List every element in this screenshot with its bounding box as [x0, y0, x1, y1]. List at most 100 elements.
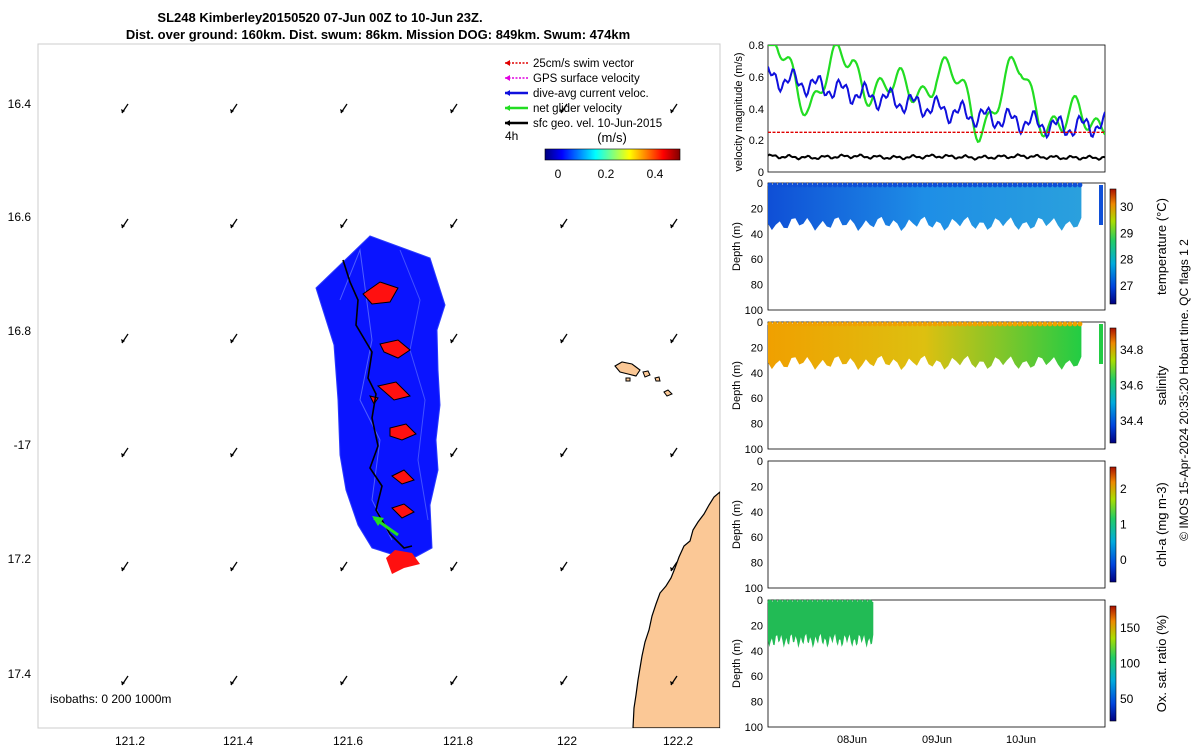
swim-vector-cluster	[386, 550, 420, 574]
colorbar-label: temperature (°C)	[1154, 198, 1169, 295]
profile-dot	[792, 599, 798, 605]
profile-dot	[827, 321, 833, 327]
profile-dot	[1037, 321, 1043, 327]
geostrophic-arrow	[670, 333, 678, 344]
profile-dot	[797, 182, 803, 188]
salinity-panel: 0 20 40 60 80 100 Depth (m) 34.4 34.6 34.8 salinit…	[731, 317, 1169, 456]
profile-dot	[867, 321, 873, 327]
chla-axes	[767, 460, 1106, 589]
colorbar-label: Ox. sat. ratio (%)	[1154, 615, 1169, 713]
isobaths-label: isobaths: 0 200 1000m	[50, 692, 171, 706]
map-legend: 25cm/s swim vector GPS surface velocity di…	[505, 58, 662, 130]
geostrophic-arrow	[230, 333, 238, 344]
velocity-series	[768, 45, 1105, 161]
island	[642, 370, 651, 378]
lon-tick: 121.4	[223, 734, 253, 748]
date-tick: 08Jun	[837, 734, 867, 746]
profile-dot	[772, 321, 778, 327]
profile-dot	[832, 182, 838, 188]
geostrophic-arrow	[121, 333, 129, 344]
profile-dot	[1007, 182, 1013, 188]
colorbar-tick: 2	[1120, 482, 1127, 496]
profile-dot	[837, 321, 843, 327]
profile-dot	[962, 321, 968, 327]
swim-vector-cluster	[379, 339, 411, 359]
profile-dot	[982, 182, 988, 188]
legend-label: dive-avg current veloc.	[533, 88, 649, 100]
map-latitude-ticks: 16.4 16.6 16.8 -17 17.2 17.4	[8, 97, 32, 681]
profile-dot	[1062, 182, 1068, 188]
profile-dot	[897, 321, 903, 327]
profile-dot	[992, 182, 998, 188]
colorbar-tick: 100	[1120, 657, 1140, 671]
profile-dot	[1072, 321, 1078, 327]
profile-dot	[932, 321, 938, 327]
profile-dot	[847, 321, 853, 327]
velocity-ytick: 0.8	[749, 40, 764, 52]
legend-label: GPS surface velocity	[533, 73, 640, 85]
depth-tick: 60	[751, 393, 763, 405]
profile-dot	[977, 321, 983, 327]
legend-entry: dive-avg current veloc.	[505, 88, 649, 100]
geostrophic-arrow	[121, 447, 129, 458]
velocity-axes	[767, 44, 1106, 173]
geostrophic-arrow	[560, 333, 568, 344]
map-panel: 16.4 16.6 16.8 -17 17.2 17.4 121.2 121.4…	[8, 43, 721, 748]
profile-dot	[877, 321, 883, 327]
profile-dot	[852, 599, 858, 605]
fan-texture	[339, 248, 393, 541]
colorbar-tick: 0.4	[647, 167, 664, 181]
profile-dot	[842, 599, 848, 605]
geostrophic-arrow	[450, 561, 458, 572]
profile-dot	[822, 599, 828, 605]
geostrophic-arrow	[230, 103, 238, 114]
oxygen-section	[768, 602, 874, 648]
depth-ylabel: Depth (m)	[731, 639, 743, 688]
depth-tick: 0	[757, 595, 763, 607]
glider-track	[315, 235, 446, 574]
title-line-2: Dist. over ground: 160km. Dist. swum: 86…	[126, 27, 630, 42]
profile-dot	[937, 321, 943, 327]
profile-dot	[782, 182, 788, 188]
profile-dot	[797, 321, 803, 327]
profile-dot	[1067, 182, 1073, 188]
profile-dot	[942, 321, 948, 327]
profile-dot	[882, 321, 888, 327]
profile-dot	[1077, 321, 1083, 327]
profile-dot	[777, 182, 783, 188]
lat-tick: -17	[14, 438, 32, 452]
geostrophic-arrow	[121, 675, 129, 686]
geostrophic-arrow	[560, 103, 568, 114]
lon-tick: 122	[557, 734, 577, 748]
depth-tick: 100	[745, 583, 763, 595]
speed-colorbar	[544, 148, 681, 161]
profile-dot	[1022, 321, 1028, 327]
profile-dot	[972, 321, 978, 327]
date-ticks: 08Jun 09Jun 10Jun	[837, 734, 1036, 746]
profile-dot	[857, 321, 863, 327]
profile-dot	[817, 321, 823, 327]
island	[614, 361, 641, 377]
profile-dot	[1007, 321, 1013, 327]
lat-tick: 16.6	[8, 210, 32, 224]
profile-dot	[1017, 321, 1023, 327]
velocity-series-line	[768, 153, 1105, 161]
colorbar-tick: 0	[555, 167, 562, 181]
profile-dot	[837, 599, 843, 605]
depth-ylabel: Depth (m)	[731, 361, 743, 410]
velocity-ytick: 0	[758, 167, 764, 179]
profile-dot	[812, 599, 818, 605]
geostrophic-arrow	[450, 218, 458, 229]
geostrophic-arrow	[670, 218, 678, 229]
lat-tick: 16.8	[8, 324, 32, 338]
swim-vector-cluster	[391, 503, 415, 519]
lon-tick: 121.2	[115, 734, 145, 748]
profile-dot	[1012, 321, 1018, 327]
lon-tick: 122.2	[663, 734, 693, 748]
geostrophic-arrow	[560, 561, 568, 572]
geostrophic-arrow	[450, 675, 458, 686]
lon-tick: 121.6	[333, 734, 363, 748]
geostrophic-arrow	[340, 561, 348, 572]
profile-dot	[827, 599, 833, 605]
depth-ylabel: Depth (m)	[731, 222, 743, 271]
